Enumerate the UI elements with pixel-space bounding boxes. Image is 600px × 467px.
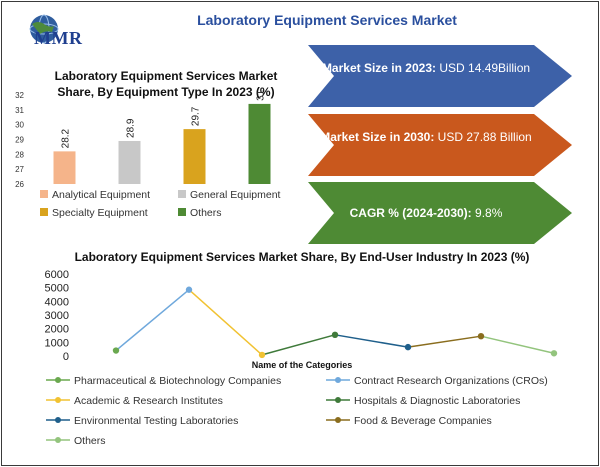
logo-text: MMR <box>34 28 83 48</box>
bar-legend-item: Others <box>178 207 222 219</box>
page-title: Laboratory Equipment Services Market <box>197 12 457 28</box>
bar-y-tick-label: 26 <box>15 180 24 189</box>
market-2030-text: Market Size in 2030: USD 27.88 Billion <box>320 130 532 144</box>
line-segment <box>480 335 555 354</box>
legend-swatch <box>40 208 48 216</box>
legend-label: Specialty Equipment <box>52 207 148 219</box>
legend-label: Environmental Testing Laboratories <box>74 415 239 427</box>
line-y-tick-label: 6000 <box>45 269 69 281</box>
bar-data-label: 28.2 <box>61 128 72 148</box>
bar-chart: 26 27 28 29 30 31 32 28.2 28.9 29.7 31.4 <box>15 87 271 189</box>
legend-label: General Equipment <box>190 189 281 201</box>
line-point <box>112 347 120 354</box>
bar-y-tick-label: 32 <box>15 91 24 100</box>
cagr-arrow <box>308 182 572 244</box>
legend-label: Food & Beverage Companies <box>354 415 492 427</box>
legend-marker <box>46 377 70 383</box>
line-y-tick-label: 1000 <box>45 337 69 349</box>
legend-label: Analytical Equipment <box>52 189 151 201</box>
line-segment <box>407 335 482 348</box>
line-point <box>185 286 193 293</box>
bar <box>118 140 141 184</box>
market-2023-text: Market Size in 2023: USD 14.49Billion <box>321 61 531 75</box>
line-point <box>550 350 558 357</box>
line-point <box>258 351 266 359</box>
bar-legend-item: General Equipment <box>178 189 280 201</box>
line-segment <box>115 289 190 352</box>
legend-label: Pharmaceutical & Biotechnology Companies <box>74 375 282 387</box>
legend-marker <box>326 397 350 403</box>
legend-marker <box>46 417 70 423</box>
bar-data-label: 28.9 <box>126 118 137 138</box>
bar-data-label: 31.4 <box>256 87 267 101</box>
line-y-tick-label: 2000 <box>45 324 69 336</box>
market-2023-arrow <box>308 45 572 107</box>
line-legend-item: Academic & Research Institutes <box>46 395 223 407</box>
legend-marker <box>326 377 350 383</box>
line-point <box>331 331 339 339</box>
bar <box>248 103 271 184</box>
line-y-tick-label: 5000 <box>45 283 69 295</box>
line-legend-item: Environmental Testing Laboratories <box>46 415 238 427</box>
bar-legend-item: Analytical Equipment <box>40 189 150 201</box>
bar-data-label: 29.7 <box>191 106 202 126</box>
bar-legend-item: Specialty Equipment <box>40 207 148 219</box>
legend-label: Hospitals & Diagnostic Laboratories <box>354 395 521 407</box>
legend-swatch <box>40 190 48 198</box>
line-segment <box>261 334 336 356</box>
cagr-text: CAGR % (2024-2030): 9.8% <box>349 206 503 220</box>
legend-label: Academic & Research Institutes <box>74 395 223 407</box>
market-2030-arrow <box>308 114 572 176</box>
legend-marker <box>46 437 70 443</box>
line-segment <box>188 289 263 356</box>
bar-y-tick-label: 31 <box>15 106 24 115</box>
bar-y-tick-label: 29 <box>15 136 24 145</box>
globe-icon <box>29 14 59 44</box>
line-point <box>477 332 485 340</box>
legend-label: Others <box>74 435 106 447</box>
bar <box>183 129 206 184</box>
line-y-tick-label: 0 <box>63 351 69 362</box>
line-segment <box>334 334 409 348</box>
line-legend-item: Others <box>46 435 106 447</box>
bar-y-tick-label: 28 <box>15 150 24 159</box>
legend-marker <box>46 397 70 403</box>
legend-label: Others <box>190 207 222 219</box>
bar <box>53 151 76 184</box>
legend-label: Contract Research Organizations (CROs) <box>354 375 548 387</box>
bar-y-tick-label: 27 <box>15 165 24 174</box>
bar-y-tick-label: 30 <box>15 121 24 130</box>
line-point <box>404 343 412 351</box>
line-y-tick-label: 3000 <box>45 310 69 322</box>
line-chart-x-axis-label: Name of the Categories <box>251 360 353 370</box>
line-legend-item: Pharmaceutical & Biotechnology Companies <box>46 375 281 387</box>
line-legend-item: Food & Beverage Companies <box>326 415 492 427</box>
bar-chart-title: Laboratory Equipment Services Market Sha… <box>54 69 278 99</box>
legend-swatch <box>178 208 186 216</box>
line-legend-item: Contract Research Organizations (CROs) <box>326 375 548 387</box>
line-chart-title: Laboratory Equipment Services Market Sha… <box>74 250 530 264</box>
legend-marker <box>326 417 350 423</box>
line-y-tick-label: 4000 <box>45 296 69 308</box>
legend-swatch <box>178 190 186 198</box>
line-legend-item: Hospitals & Diagnostic Laboratories <box>326 395 520 407</box>
